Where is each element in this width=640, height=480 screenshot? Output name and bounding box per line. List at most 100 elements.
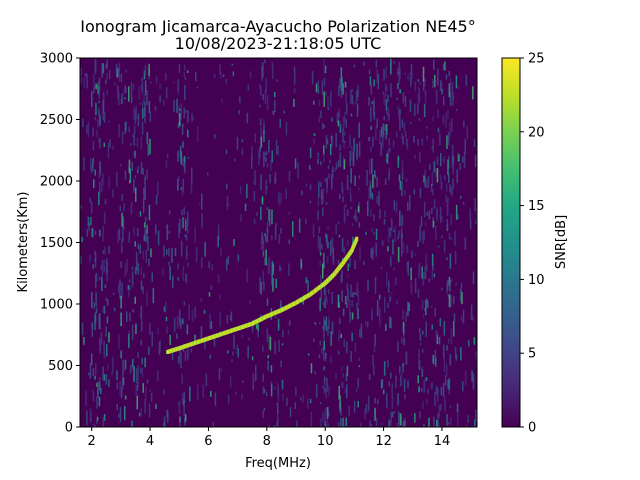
noise-cell [397,424,400,427]
noise-cell [116,403,118,411]
noise-cell [419,187,422,199]
noise-cell [158,342,161,355]
noise-cell [472,271,475,285]
noise-cell [105,297,107,302]
noise-cell [454,251,457,265]
noise-cell [324,289,327,301]
noise-cell [331,291,333,305]
noise-cell [349,135,351,148]
noise-cell [368,96,370,106]
noise-cell [172,275,174,289]
noise-cell [387,227,390,243]
noise-cell [375,127,377,141]
noise-cell [324,178,327,182]
noise-cell [331,135,333,147]
noise-cell [448,378,451,391]
noise-cell [418,353,420,367]
noise-cell [447,294,450,298]
noise-cell [310,184,312,191]
noise-cell [353,139,355,152]
noise-cell [97,391,99,398]
noise-cell [338,329,341,334]
noise-cell [475,219,477,224]
noise-cell [180,151,183,165]
noise-cell [274,100,276,112]
noise-cell [356,143,358,160]
noise-cell [277,382,279,397]
noise-cell [354,260,356,269]
noise-cell [151,331,153,347]
noise-cell [422,235,424,244]
noise-cell [157,370,159,381]
noise-cell [437,413,439,424]
noise-cell [401,240,403,257]
noise-cell [351,332,353,342]
noise-cell [356,281,359,292]
noise-cell [178,105,180,117]
noise-cell [391,291,393,295]
noise-cell [346,283,348,291]
noise-cell [274,225,277,240]
noise-cell [327,226,329,230]
noise-layer [80,58,477,427]
noise-cell [218,368,221,381]
noise-cell [472,86,474,100]
noise-cell [346,341,348,354]
noise-cell [113,307,116,312]
noise-cell [469,208,471,221]
noise-cell [144,65,147,76]
noise-cell [129,364,132,374]
noise-cell [272,64,274,80]
noise-cell [137,263,140,275]
noise-cell [265,157,267,162]
noise-cell [177,150,179,162]
noise-cell [95,307,98,314]
noise-cell [176,98,178,113]
noise-cell [127,290,130,298]
noise-cell [103,349,106,359]
noise-cell [447,131,450,146]
noise-cell [212,421,214,427]
noise-cell [346,275,349,278]
noise-cell [399,366,401,374]
noise-cell [426,178,428,188]
noise-cell [327,241,329,249]
noise-cell [131,425,133,427]
noise-cell [442,115,445,124]
noise-cell [128,86,130,102]
noise-cell [327,406,329,419]
noise-cell [144,101,146,117]
x-tick-label: 2 [88,434,96,449]
noise-cell [229,315,232,321]
noise-cell [458,154,460,162]
noise-cell [146,379,149,384]
noise-cell [277,418,279,427]
noise-cell [379,320,381,327]
noise-cell [426,300,429,308]
noise-cell [373,342,376,353]
noise-cell [252,373,255,389]
noise-cell [320,401,322,405]
noise-cell [397,246,400,263]
noise-cell [145,249,147,263]
noise-cell [423,103,426,117]
noise-cell [169,334,171,345]
noise-cell [393,199,396,211]
noise-cell [325,381,327,385]
noise-cell [264,59,266,64]
noise-cell [345,296,347,305]
noise-cell [350,351,352,362]
noise-cell [202,384,204,398]
noise-cell [428,278,431,283]
noise-cell [465,425,468,427]
noise-cell [450,417,452,425]
noise-cell [259,118,262,126]
noise-cell [154,106,157,111]
noise-cell [322,263,324,279]
noise-cell [124,262,127,277]
noise-cell [94,258,96,262]
noise-cell [307,397,309,409]
noise-cell [338,78,341,88]
noise-cell [294,70,296,85]
noise-cell [307,353,310,356]
